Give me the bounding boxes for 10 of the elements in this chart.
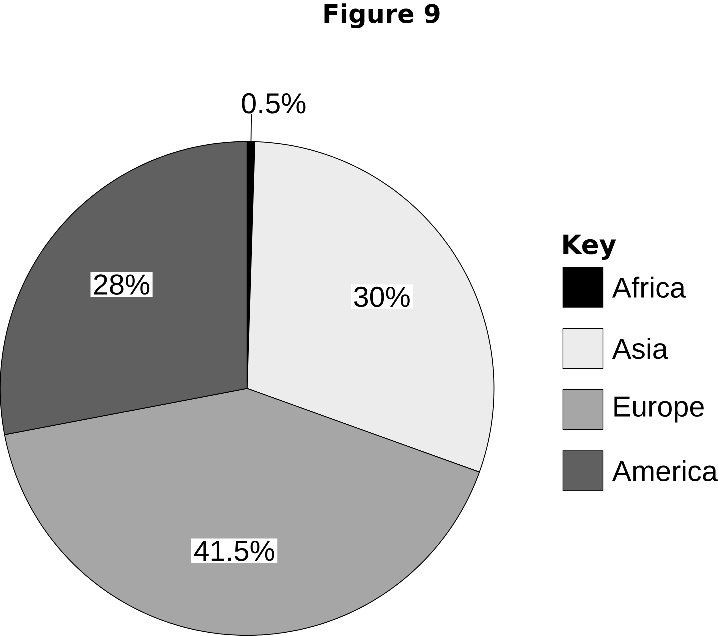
legend-label: America xyxy=(612,460,718,482)
legend-label: Europe xyxy=(614,396,704,423)
data-label: 41.5% xyxy=(194,541,274,562)
legend-label: Africa xyxy=(612,276,686,298)
legend-title: Key xyxy=(564,234,616,260)
data-label: 30% xyxy=(354,286,410,308)
data-label: 0.5% xyxy=(242,93,306,114)
chart-title: Figure 9 xyxy=(324,4,440,29)
data-label: 28% xyxy=(94,274,150,296)
legend-label: Asia xyxy=(612,338,668,360)
